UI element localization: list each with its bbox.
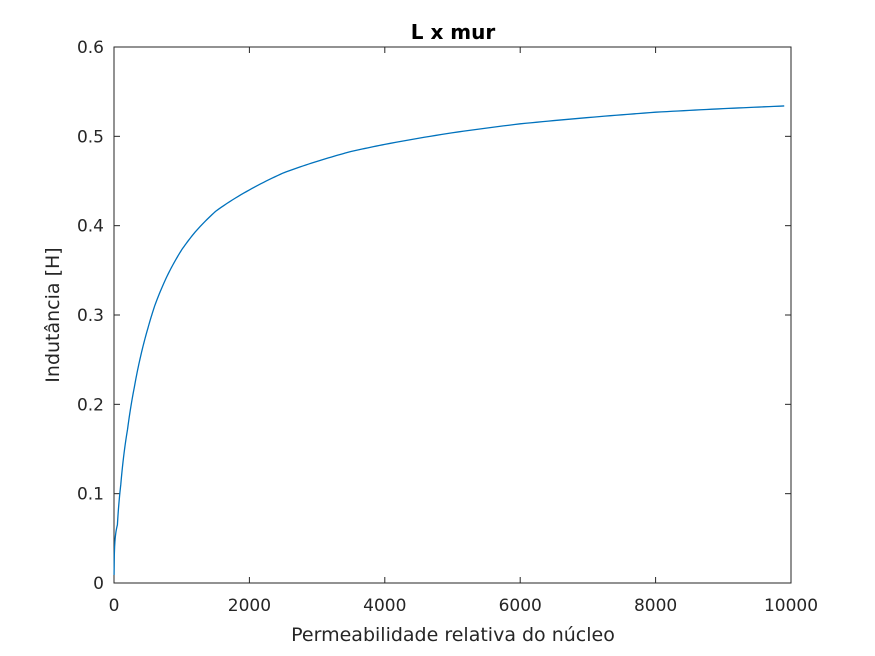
y-tick-label: 0.1 (77, 485, 104, 505)
x-tick-label: 8000 (634, 596, 677, 616)
y-axis-label: Indutância [H] (42, 247, 64, 382)
x-axis-ticks: 0 2000 4000 6000 8000 10000 (109, 47, 818, 616)
x-tick-label: 4000 (363, 596, 406, 616)
y-tick-label: 0 (93, 574, 104, 594)
x-tick-label: 10000 (764, 596, 818, 616)
x-axis-label: Permeabilidade relativa do núcleo (291, 624, 615, 646)
y-tick-label: 0.3 (77, 306, 104, 326)
x-tick-label: 0 (109, 596, 120, 616)
x-tick-label: 2000 (228, 596, 271, 616)
y-axis-ticks: 0 0.1 0.2 0.3 0.4 0.5 0.6 (77, 38, 791, 594)
y-tick-label: 0.5 (77, 127, 104, 147)
y-tick-label: 0.4 (77, 217, 104, 237)
y-tick-label: 0.6 (77, 38, 104, 58)
series-layer (113, 105, 785, 575)
plot-area (113, 46, 792, 584)
x-tick-label: 6000 (499, 596, 542, 616)
y-tick-label: 0.2 (77, 395, 104, 415)
inductance-curve (113, 105, 785, 575)
chart-title: L x mur (411, 20, 496, 44)
